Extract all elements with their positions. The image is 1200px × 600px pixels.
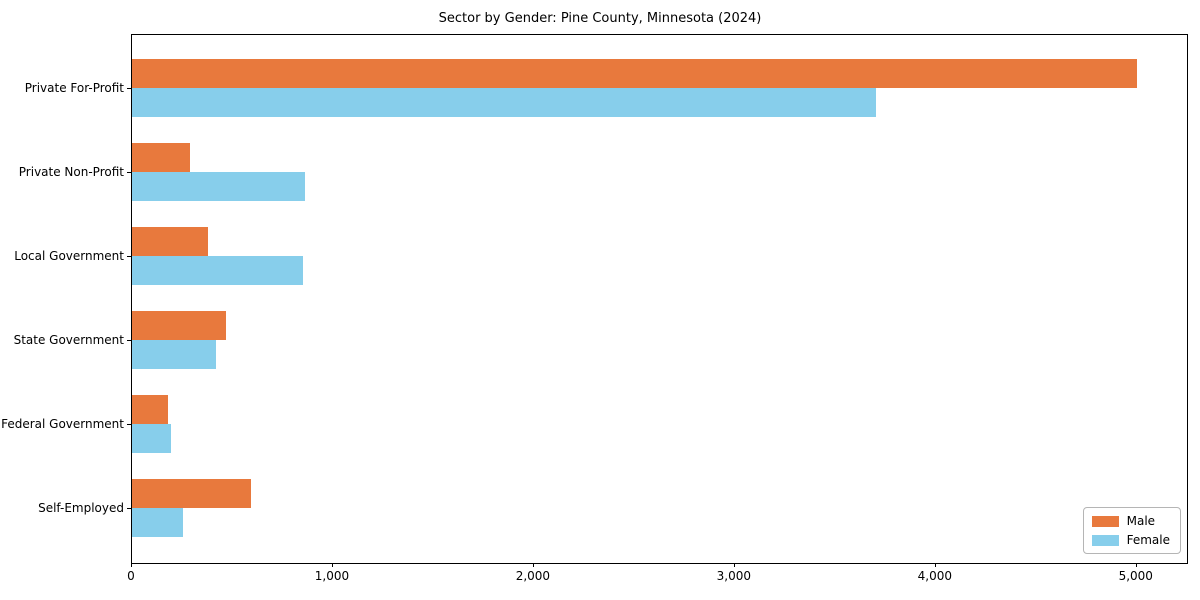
- x-tick-mark: [733, 563, 735, 567]
- y-tick-mark: [127, 340, 131, 341]
- x-tick-mark: [934, 563, 936, 567]
- bar-male-state-government: [132, 311, 226, 340]
- legend-item-male: Male: [1091, 514, 1170, 528]
- legend-item-female: Female: [1091, 533, 1170, 547]
- bar-male-private-for-profit: [132, 59, 1137, 88]
- x-tick-label-2000: 2,000: [515, 569, 551, 583]
- bar-male-federal-government: [132, 395, 168, 424]
- bar-male-self-employed: [132, 479, 251, 508]
- y-tick-label-local-government: Local Government: [14, 249, 124, 263]
- chart-title: Sector by Gender: Pine County, Minnesota…: [438, 11, 762, 26]
- bar-female-private-non-profit: [132, 172, 305, 201]
- x-tick-label-3000: 3,000: [716, 569, 752, 583]
- y-tick-label-private-non-profit: Private Non-Profit: [18, 165, 124, 179]
- y-tick-mark: [127, 424, 131, 425]
- x-tick-mark: [331, 563, 333, 567]
- legend-label-male: Male: [1126, 514, 1156, 528]
- y-tick-mark: [127, 88, 131, 89]
- bar-female-local-government: [132, 256, 303, 285]
- legend-swatch-female: [1091, 534, 1119, 546]
- bar-female-federal-government: [132, 424, 171, 453]
- x-tick-mark: [1135, 563, 1137, 567]
- bar-female-private-for-profit: [132, 88, 876, 117]
- bar-female-state-government: [132, 340, 216, 369]
- bar-female-self-employed: [132, 508, 183, 537]
- x-tick-label-1000: 1,000: [314, 569, 350, 583]
- bar-male-private-non-profit: [132, 143, 190, 172]
- y-tick-mark: [127, 508, 131, 509]
- legend-label-female: Female: [1126, 533, 1170, 547]
- x-tick-label-5000: 5,000: [1118, 569, 1153, 583]
- plot-area: [131, 34, 1188, 564]
- legend: Male Female: [1082, 507, 1181, 554]
- legend-swatch-male: [1091, 515, 1119, 527]
- y-tick-label-private-for-profit: Private For-Profit: [24, 81, 124, 95]
- x-tick-label-4000: 4,000: [917, 569, 952, 583]
- y-tick-mark: [127, 172, 131, 173]
- x-tick-label-0: 0: [127, 569, 135, 583]
- y-tick-label-federal-government: Federal Government: [1, 417, 124, 431]
- bar-male-local-government: [132, 227, 208, 256]
- y-tick-mark: [127, 256, 131, 257]
- x-tick-mark: [532, 563, 534, 567]
- y-tick-label-state-government: State Government: [13, 333, 124, 347]
- x-tick-mark: [131, 563, 132, 567]
- y-tick-label-self-employed: Self-Employed: [38, 501, 124, 515]
